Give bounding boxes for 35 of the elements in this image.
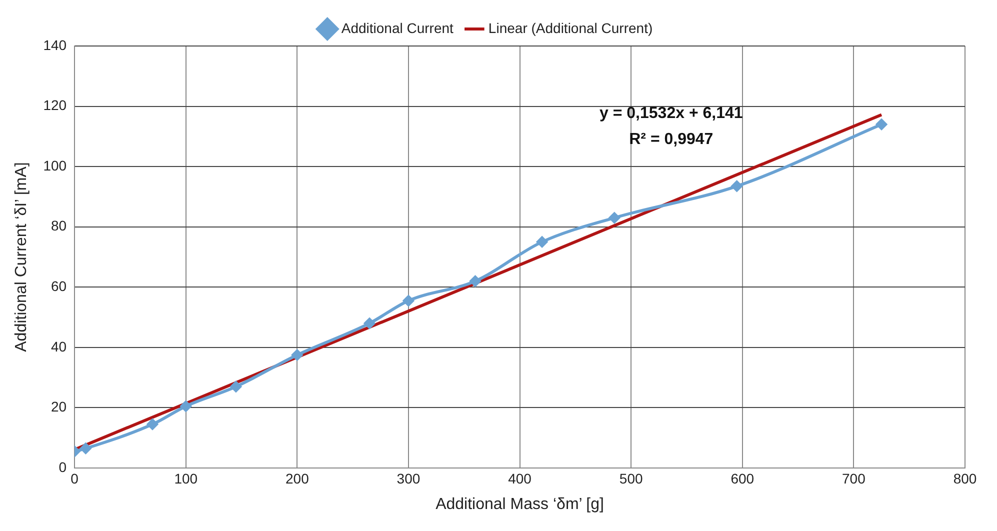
x-tick-label: 700 <box>842 470 866 486</box>
x-tick-label: 600 <box>730 470 754 486</box>
y-tick-label: 100 <box>43 157 67 174</box>
y-tick-label: 0 <box>58 458 67 475</box>
x-tick-label: 100 <box>174 470 198 486</box>
point <box>180 400 192 412</box>
point <box>230 381 242 392</box>
x-tick-label: 500 <box>619 470 643 486</box>
x-tick-label: 200 <box>285 470 310 486</box>
point <box>292 349 303 360</box>
y-tick-label: 60 <box>50 278 67 294</box>
point <box>470 276 481 287</box>
y-tick-label: 140 <box>43 36 67 53</box>
y-tick-label: 40 <box>50 338 67 354</box>
y-tick-label: 80 <box>50 218 67 234</box>
y-tick-label: 120 <box>43 97 67 114</box>
point <box>608 212 620 224</box>
point <box>876 118 888 130</box>
x-tick-label: 800 <box>953 470 977 486</box>
legend-label: Linear (Additional Current) <box>488 20 653 36</box>
point <box>146 418 158 430</box>
x-tick-label: 300 <box>396 470 420 486</box>
point <box>364 318 376 329</box>
point <box>402 295 414 306</box>
x-axis-title: Additional Mass ‘δm’ [g] <box>436 496 604 513</box>
annotation: y = 0,1532x + 6,141 <box>600 104 743 122</box>
y-tick-label: 20 <box>50 398 67 415</box>
x-tick-label: 0 <box>70 470 79 486</box>
point <box>80 442 92 454</box>
legend-label: Additional Current <box>341 20 454 36</box>
x-tick-label: 400 <box>508 470 532 486</box>
point <box>731 180 742 192</box>
annotation: R² = 0,9947 <box>629 130 714 148</box>
point <box>536 236 548 248</box>
y-axis-title: Additional Current ‘δI’ [mA] <box>13 162 30 352</box>
